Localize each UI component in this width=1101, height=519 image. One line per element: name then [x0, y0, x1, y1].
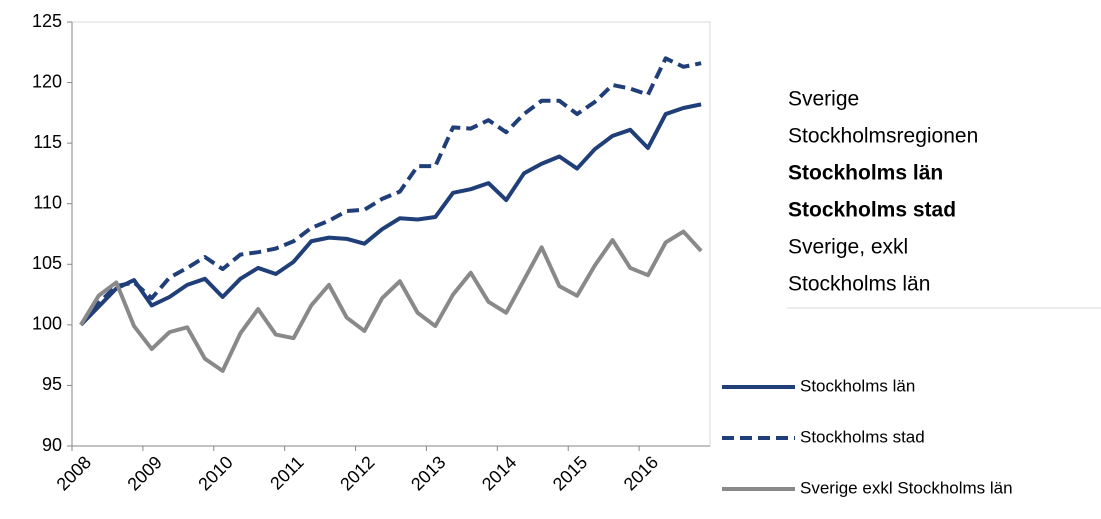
series-line	[79, 229, 703, 373]
x-tick-label: 2008	[53, 452, 95, 494]
x-tick-label: 2012	[336, 452, 378, 494]
series-line	[79, 56, 702, 327]
x-tick-label: 2011	[266, 452, 308, 494]
x-tick-label: 2015	[549, 452, 591, 494]
side-label: Stockholmsregionen	[788, 125, 978, 148]
y-tick-label: 125	[32, 11, 62, 31]
side-label: Stockholms län	[788, 162, 943, 185]
side-label: Sverige, exkl	[788, 236, 908, 259]
x-tick-label: 2014	[478, 452, 520, 494]
y-tick-label: 110	[33, 192, 62, 212]
side-label: Stockholms län	[788, 273, 930, 296]
x-tick-label: 2016	[620, 452, 662, 494]
x-tick-label: 2010	[194, 452, 236, 494]
y-tick-label: 120	[32, 71, 62, 91]
y-tick-label: 115	[33, 132, 62, 152]
legend-label: Stockholms län	[800, 376, 915, 395]
x-tick-label: 2013	[407, 452, 449, 494]
side-label: Stockholms stad	[788, 199, 956, 222]
legend-label: Stockholms stad	[800, 427, 925, 446]
y-tick-label: 95	[42, 374, 62, 394]
y-tick-label: 105	[32, 253, 62, 273]
x-tick-label: 2009	[123, 452, 165, 494]
side-label: Sverige	[788, 88, 859, 111]
y-tick-label: 100	[32, 314, 62, 334]
series-line	[79, 102, 702, 327]
y-tick-label: 90	[42, 435, 62, 455]
legend-label: Sverige exkl Stockholms län	[800, 478, 1013, 497]
